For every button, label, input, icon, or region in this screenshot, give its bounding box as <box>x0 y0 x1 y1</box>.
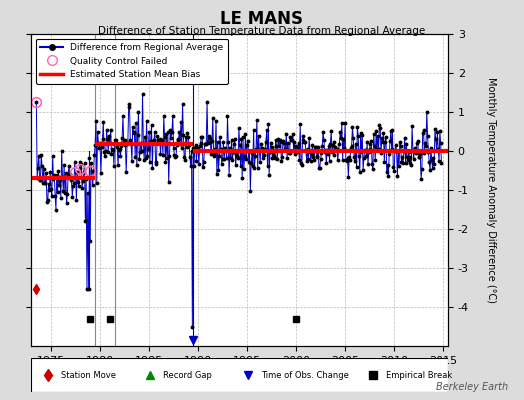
Text: Time of Obs. Change: Time of Obs. Change <box>260 370 348 380</box>
Text: Difference of Station Temperature Data from Regional Average: Difference of Station Temperature Data f… <box>99 26 425 36</box>
Y-axis label: Monthly Temperature Anomaly Difference (°C): Monthly Temperature Anomaly Difference (… <box>486 77 496 303</box>
Text: Empirical Break: Empirical Break <box>386 370 452 380</box>
Text: Berkeley Earth: Berkeley Earth <box>436 382 508 392</box>
Text: Record Gap: Record Gap <box>162 370 212 380</box>
FancyBboxPatch shape <box>31 358 448 392</box>
Text: Station Move: Station Move <box>61 370 116 380</box>
Legend: Difference from Regional Average, Quality Control Failed, Estimated Station Mean: Difference from Regional Average, Qualit… <box>36 38 228 84</box>
Text: LE MANS: LE MANS <box>221 10 303 28</box>
